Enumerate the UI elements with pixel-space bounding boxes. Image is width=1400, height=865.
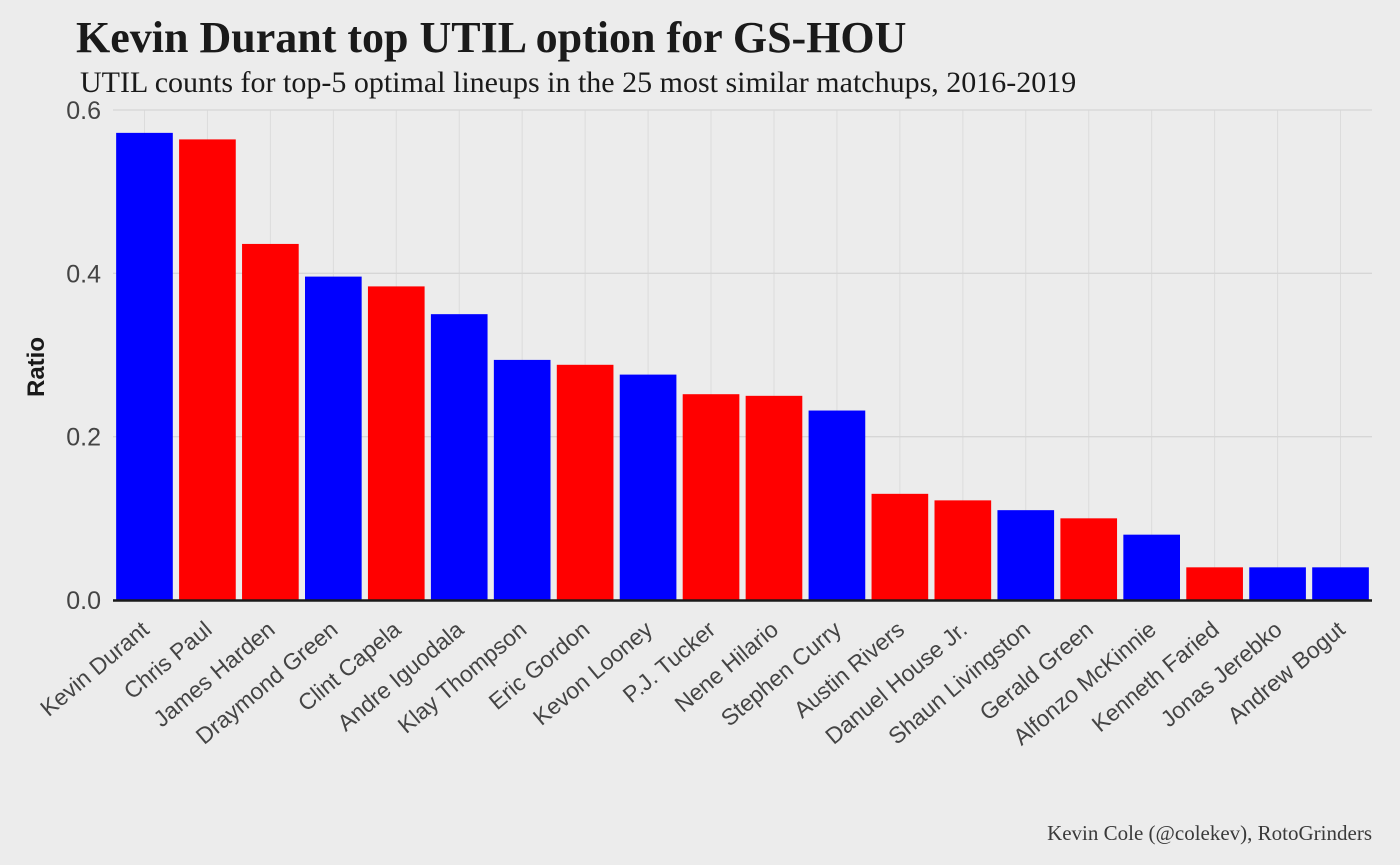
bar xyxy=(493,359,551,600)
gridlines xyxy=(113,109,1372,601)
bar xyxy=(1249,567,1306,600)
chart-title: Kevin Durant top UTIL option for GS-HOU xyxy=(76,13,906,62)
bar xyxy=(808,410,866,600)
bar xyxy=(745,395,803,600)
bar xyxy=(430,314,488,600)
bar xyxy=(682,394,740,600)
y-tick-label: 0.2 xyxy=(66,424,101,452)
bar xyxy=(934,500,992,600)
y-axis-ticks: 0.0 0.2 0.4 0.6 xyxy=(66,97,101,615)
chart-caption: Kevin Cole (@colekev), RotoGrinders xyxy=(1047,821,1372,845)
bars xyxy=(116,132,1369,600)
y-axis-label: Ratio xyxy=(23,337,50,397)
bar xyxy=(367,286,425,600)
bar xyxy=(1186,567,1243,600)
bar xyxy=(179,139,236,600)
bar xyxy=(242,243,299,600)
bar xyxy=(1123,534,1181,600)
bar xyxy=(556,364,614,600)
y-tick-label: 0.4 xyxy=(66,260,101,288)
bar xyxy=(304,276,362,600)
bar xyxy=(997,510,1055,600)
bar xyxy=(116,132,173,600)
bar xyxy=(871,493,929,600)
y-tick-label: 0.6 xyxy=(66,97,101,125)
bar xyxy=(619,374,677,600)
y-tick-label: 0.0 xyxy=(66,587,101,615)
bar xyxy=(1060,518,1118,600)
bar xyxy=(1312,567,1369,600)
chart-subtitle: UTIL counts for top-5 optimal lineups in… xyxy=(80,66,1076,99)
